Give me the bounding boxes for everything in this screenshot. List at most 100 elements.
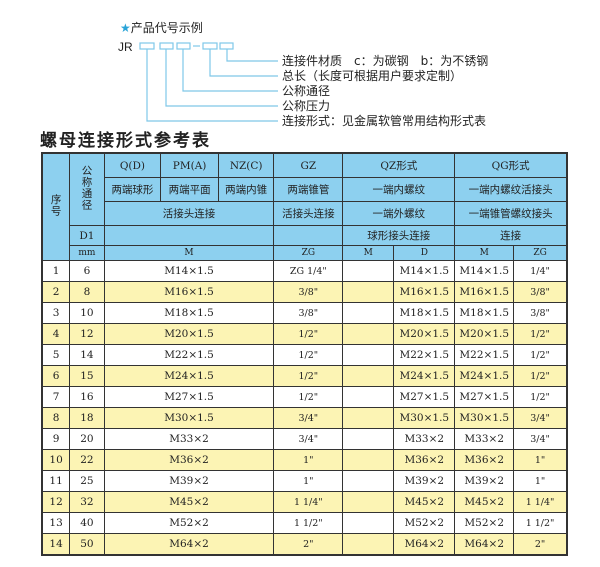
cell-qz-d: M24×1.5 [393, 365, 456, 387]
cell-no: 9 [41, 428, 71, 450]
cell-qz-d: M39×2 [393, 470, 456, 492]
cell-m: M22×1.5 [103, 344, 275, 366]
table-body: 1 6 M14×1.5 ZG 1/4" M14×1.5 M14×1.5 1/4" 2 8 M16×… [41, 260, 568, 556]
header-desc: 两端内锥 [217, 177, 275, 202]
cell-dn: 32 [69, 491, 105, 513]
header-desc: 一端锥管螺纹接头 [454, 201, 568, 226]
cell-qg-m: M27×1.5 [454, 386, 515, 408]
cell-zg: 3/4" [273, 407, 344, 429]
label-material: 连接件材质 c：为碳钢 b：为不锈钢 [282, 54, 489, 68]
cell-qz-d: M36×2 [393, 449, 456, 471]
label-nominal-diameter: 公称通径 [282, 84, 331, 98]
cell-qz-m [342, 323, 395, 345]
cell-qz-m [342, 365, 395, 387]
header-nominal: 公称通径 [69, 152, 105, 226]
cell-qg-zg: 1 1/4" [513, 491, 568, 513]
leader-line [165, 49, 278, 107]
cell-qz-m [342, 281, 395, 303]
table-row: 12 32 M45×2 1 1/4" M45×2 M45×2 1 1/4" [41, 491, 568, 513]
cell-qz-d: M30×1.5 [393, 407, 456, 429]
cell-zg: 1" [273, 449, 344, 471]
cell-no: 6 [41, 365, 71, 387]
cell-dn: 15 [69, 365, 105, 387]
header-desc: 一端内螺纹活接头 [454, 177, 568, 202]
cell-zg: ZG 1/4" [273, 260, 344, 282]
cell-dn: 20 [69, 428, 105, 450]
header-desc: 两端锥管 [273, 177, 344, 202]
cell-qg-zg: 1 1/2" [513, 512, 568, 534]
cell-qg-zg: 1/4" [513, 260, 568, 282]
header-desc: 一端内螺纹 [342, 177, 456, 202]
leader-line [182, 49, 278, 92]
cell-dn: 14 [69, 344, 105, 366]
cell-no: 11 [41, 470, 71, 492]
table-row: 13 40 M52×2 1 1/2" M52×2 M52×2 1 1/2" [41, 512, 568, 534]
cell-zg: 1/2" [273, 344, 344, 366]
table-row: 3 10 M18×1.5 3/8" M18×1.5 M18×1.5 3/8" [41, 302, 568, 324]
cell-m: M24×1.5 [103, 365, 275, 387]
cell-qg-zg: 3/8" [513, 281, 568, 303]
cell-zg: 1" [273, 470, 344, 492]
cell-zg: 3/8" [273, 281, 344, 303]
table-row: 7 16 M27×1.5 1/2" M27×1.5 M27×1.5 1/2" [41, 386, 568, 408]
header-desc: 两端球形 [103, 177, 162, 202]
cell-m: M36×2 [103, 449, 275, 471]
leader-line [146, 49, 278, 122]
header-type-q: Q(D) [103, 152, 162, 178]
header-d1: D1 [69, 225, 105, 246]
cell-qg-m: M39×2 [454, 470, 515, 492]
cell-qg-m: M36×2 [454, 449, 515, 471]
table-row: 9 20 M33×2 3/4" M33×2 M33×2 3/4" [41, 428, 568, 450]
cell-m: M52×2 [103, 512, 275, 534]
star-icon: ★ [120, 21, 131, 35]
header-unit: D [393, 245, 456, 261]
cell-qz-m [342, 449, 395, 471]
cell-qg-m: M14×1.5 [454, 260, 515, 282]
leader-line [209, 49, 278, 77]
cell-zg: 1/2" [273, 386, 344, 408]
cell-qz-m [342, 302, 395, 324]
table-row: 10 22 M36×2 1" M36×2 M36×2 1" [41, 449, 568, 471]
cell-qg-m: M24×1.5 [454, 365, 515, 387]
cell-qg-zg: 2" [513, 533, 568, 556]
cell-dn: 40 [69, 512, 105, 534]
cell-qz-d: M52×2 [393, 512, 456, 534]
header-empty [103, 225, 275, 246]
cell-zg: 3/4" [273, 428, 344, 450]
cell-zg: 2" [273, 533, 344, 556]
cell-qz-m [342, 428, 395, 450]
cell-qg-zg: 1/2" [513, 386, 568, 408]
cell-qg-m: M33×2 [454, 428, 515, 450]
cell-m: M16×1.5 [103, 281, 275, 303]
cell-no: 4 [41, 323, 71, 345]
header-desc: 两端平面 [160, 177, 219, 202]
cell-qz-m [342, 386, 395, 408]
header-type-nz: NZ(C) [217, 152, 275, 178]
cell-qg-m: M20×1.5 [454, 323, 515, 345]
label-connection-type: 连接形式：见金属软管常用结构形式表 [282, 114, 487, 128]
table-row: 8 18 M30×1.5 3/4" M30×1.5 M30×1.5 3/4" [41, 407, 568, 429]
cell-no: 12 [41, 491, 71, 513]
cell-qg-zg: 3/8" [513, 302, 568, 324]
cell-qg-zg: 1/2" [513, 365, 568, 387]
cell-qg-zg: 3/4" [513, 407, 568, 429]
table-row: 6 15 M24×1.5 1/2" M24×1.5 M24×1.5 1/2" [41, 365, 568, 387]
cell-zg: 1/2" [273, 323, 344, 345]
table-title: 螺母连接形式参考表 [40, 131, 211, 151]
nut-connection-table: 序号 公称通径 Q(D) PM(A) NZ(C) GZ QZ形式 QG形式 两端… [41, 152, 568, 556]
cell-qg-zg: 1" [513, 470, 568, 492]
cell-m: M33×2 [103, 428, 275, 450]
code-box [219, 42, 234, 50]
header-seq: 序号 [41, 152, 71, 261]
cell-qg-zg: 1/2" [513, 344, 568, 366]
cell-qz-m [342, 512, 395, 534]
cell-qg-m: M45×2 [454, 491, 515, 513]
code-prefix: JR [118, 40, 133, 54]
header-desc: 活接头连接 [103, 201, 275, 226]
cell-qz-d: M16×1.5 [393, 281, 456, 303]
header-desc: 一端外螺纹 [342, 201, 456, 226]
header-unit: M [342, 245, 395, 261]
cell-dn: 50 [69, 533, 105, 556]
header-desc: 活接头连接 [273, 201, 344, 226]
cell-dn: 18 [69, 407, 105, 429]
